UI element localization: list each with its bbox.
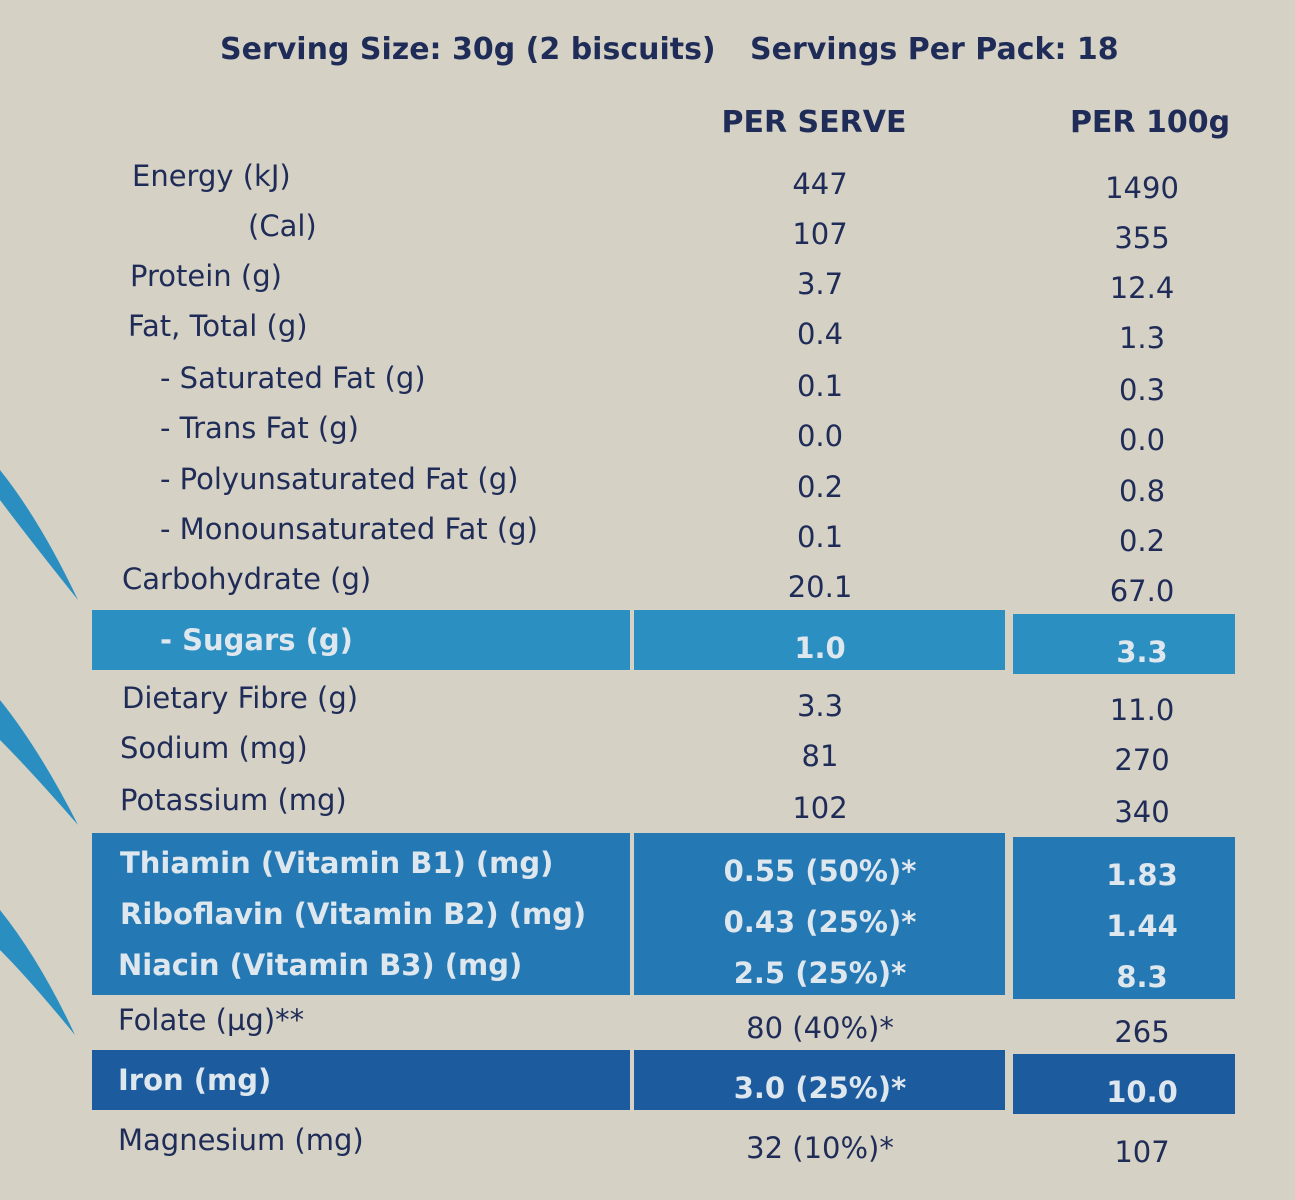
per-100g-value: 1.44 [1106, 909, 1178, 943]
nutrient-label: Dietary Fibre (g) [122, 681, 359, 715]
per-serve-value: 2.5 (25%)* [733, 956, 907, 990]
per-100g-value: 1.3 [1118, 321, 1166, 355]
nutrient-label: Fat, Total (g) [128, 309, 308, 343]
per-serve-value: 0.4 [796, 317, 844, 351]
per-100g-value: 1.83 [1106, 858, 1178, 892]
per-100g-value: 10.0 [1106, 1075, 1178, 1109]
decor-stroke [0, 470, 78, 600]
per-serve-value: 102 [792, 791, 848, 825]
nutrient-label: Magnesium (mg) [118, 1123, 364, 1157]
per-100g-value: 0.3 [1118, 373, 1166, 407]
nutrient-label: Energy (kJ) [132, 159, 291, 193]
per-100g-value: 3.3 [1116, 635, 1168, 669]
column-header: PER 100g [1069, 105, 1231, 140]
per-100g-value: 11.0 [1109, 693, 1175, 727]
row-highlight [634, 610, 1005, 670]
nutrient-label: Riboflavin (Vitamin B2) (mg) [120, 897, 587, 931]
nutrient-label: - Trans Fat (g) [160, 411, 359, 445]
nutrient-label: Iron (mg) [118, 1063, 272, 1097]
per-100g-value: 0.0 [1118, 423, 1166, 457]
per-serve-value: 80 (40%)* [746, 1011, 894, 1045]
per-serve-value: 81 [801, 739, 839, 773]
per-serve-value: 107 [792, 217, 848, 251]
decor-stroke [0, 700, 78, 825]
per-serve-value: 0.43 (25%)* [723, 905, 917, 939]
per-100g-value: 0.8 [1118, 474, 1166, 508]
row-highlight [1013, 1054, 1235, 1114]
per-serve-value: 3.7 [796, 267, 844, 301]
nutrient-label: Potassium (mg) [120, 783, 347, 817]
per-serve-value: 0.1 [796, 520, 844, 554]
servings-per-pack: Servings Per Pack: 18 [750, 32, 1119, 67]
row-highlight [1013, 614, 1235, 674]
per-serve-value: 1.0 [794, 631, 846, 665]
per-serve-value: 32 (10%)* [746, 1131, 894, 1165]
per-100g-value: 12.4 [1109, 271, 1175, 305]
per-serve-value: 0.0 [796, 419, 844, 453]
per-100g-value: 340 [1114, 795, 1170, 829]
nutrient-label: - Saturated Fat (g) [160, 361, 426, 395]
decor-stroke [0, 910, 75, 1035]
row-highlight [634, 833, 1005, 995]
per-serve-value: 0.1 [796, 369, 844, 403]
per-serve-value: 0.2 [796, 470, 844, 504]
nutrient-label: - Monounsaturated Fat (g) [160, 512, 538, 546]
per-100g-value: 265 [1114, 1015, 1170, 1049]
serving-size: Serving Size: 30g (2 biscuits) [220, 32, 716, 67]
nutrient-label: Niacin (Vitamin B3) (mg) [118, 948, 523, 982]
nutrient-label: Folate (µg)** [118, 1003, 305, 1037]
per-serve-value: 0.55 (50%)* [723, 854, 917, 888]
row-highlight [92, 1050, 630, 1110]
nutrient-label: Protein (g) [130, 259, 282, 293]
per-100g-value: 107 [1114, 1135, 1170, 1169]
row-highlight [1013, 837, 1235, 999]
per-serve-value: 3.3 [796, 689, 844, 723]
nutrient-label: - Polyunsaturated Fat (g) [160, 462, 519, 496]
column-header: PER SERVE [721, 105, 907, 140]
nutrient-label: (Cal) [248, 209, 317, 243]
row-highlight [92, 833, 630, 995]
nutrient-label: - Sugars (g) [160, 623, 353, 657]
per-serve-value: 447 [792, 167, 848, 201]
per-100g-value: 8.3 [1116, 960, 1168, 994]
per-100g-value: 355 [1114, 221, 1170, 255]
per-serve-value: 20.1 [787, 570, 853, 604]
per-100g-value: 0.2 [1118, 524, 1166, 558]
row-highlight [92, 610, 630, 670]
per-100g-value: 67.0 [1109, 574, 1175, 608]
nutrient-label: Thiamin (Vitamin B1) (mg) [120, 846, 554, 880]
per-100g-value: 1490 [1105, 171, 1179, 205]
row-highlight [634, 1050, 1005, 1110]
per-serve-value: 3.0 (25%)* [733, 1071, 907, 1105]
per-100g-value: 270 [1114, 743, 1170, 777]
nutrient-label: Carbohydrate (g) [122, 562, 372, 596]
nutrient-label: Sodium (mg) [120, 731, 308, 765]
